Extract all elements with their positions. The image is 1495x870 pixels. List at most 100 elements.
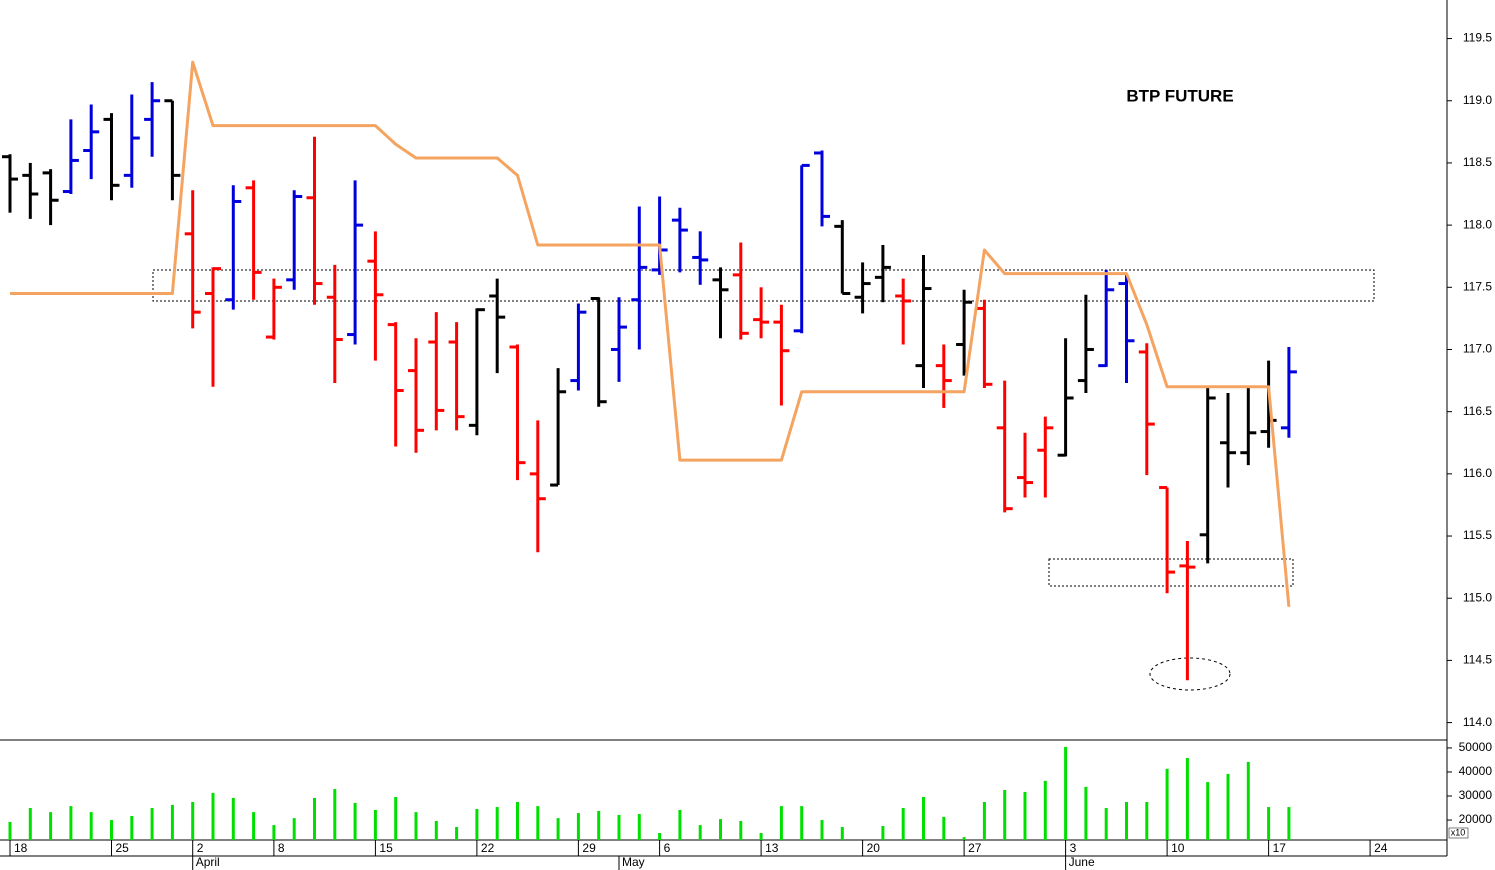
y-tick-label: 116.5 <box>1463 404 1492 418</box>
volume-bar <box>1185 758 1189 840</box>
volume-bar <box>800 806 804 840</box>
volume-bar <box>1145 802 1149 840</box>
volume-bar <box>840 827 844 840</box>
x-tick-label: 2 <box>197 841 204 855</box>
volume-bar <box>49 812 53 840</box>
volume-bar <box>901 808 905 840</box>
volume-bar <box>678 809 682 840</box>
volume-bar <box>414 812 418 840</box>
volume-bar <box>1125 802 1128 840</box>
x-tick-label: 25 <box>116 841 130 855</box>
volume-bar <box>516 802 519 840</box>
volume-bar <box>576 813 580 840</box>
chart-title: BTP FUTURE <box>1126 86 1233 105</box>
y-tick-label: 114.0 <box>1463 715 1492 729</box>
volume-bar <box>69 806 73 840</box>
volume-bar <box>373 809 377 840</box>
x-tick-label: 17 <box>1273 841 1287 855</box>
annotation-ellipse <box>1149 657 1231 691</box>
y-tick-label: 117.0 <box>1463 342 1492 356</box>
volume-bar <box>1226 773 1230 840</box>
volume-tick-label: 30000 <box>1459 788 1493 802</box>
volume-bar <box>1003 790 1007 840</box>
y-tick-label: 117.5 <box>1463 279 1492 293</box>
volume-bar <box>942 816 946 840</box>
x-tick-label: 29 <box>582 841 596 855</box>
y-tick-label: 118.5 <box>1463 155 1492 169</box>
y-tick-label: 116.0 <box>1463 466 1492 480</box>
volume-bar <box>8 821 12 840</box>
volume-bar <box>231 797 235 840</box>
volume-bar <box>1104 808 1108 840</box>
volume-bar <box>779 806 783 840</box>
volume-bar <box>1084 786 1088 840</box>
volume-bar <box>455 827 459 840</box>
volume-bar <box>1165 768 1169 840</box>
y-tick-label: 114.5 <box>1463 653 1492 667</box>
volume-bar <box>597 810 601 840</box>
volume-bar <box>211 792 215 840</box>
x-tick-label: 10 <box>1171 841 1185 855</box>
volume-bar <box>394 796 398 840</box>
volume-bar <box>89 812 93 840</box>
x-tick-label: 22 <box>481 841 495 855</box>
volume-bar <box>982 802 986 840</box>
volume-bar <box>170 804 174 840</box>
x-tick-label: 8 <box>278 841 285 855</box>
volume-bar <box>191 802 195 840</box>
volume-bar <box>252 812 256 840</box>
x-tick-label: 3 <box>1070 841 1077 855</box>
volume-bar <box>719 819 722 840</box>
y-tick-label: 119.5 <box>1463 31 1492 45</box>
volume-bar <box>820 820 824 840</box>
x-tick-label: 13 <box>765 841 779 855</box>
x-tick-label: 20 <box>867 841 881 855</box>
volume-bar <box>313 797 316 840</box>
volume-bar <box>962 837 966 840</box>
volume-unit-label: x10 <box>1451 827 1466 837</box>
volume-bar <box>1023 791 1027 840</box>
volume-bar <box>333 789 337 840</box>
y-tick-label: 115.0 <box>1463 590 1492 604</box>
overlay-line <box>10 60 1291 608</box>
volume-bar <box>1064 746 1068 840</box>
volume-bar <box>495 807 499 840</box>
y-tick-label: 119.0 <box>1463 93 1492 107</box>
volume-tick-label: 50000 <box>1459 740 1493 754</box>
unit-box <box>1448 827 1469 839</box>
volume-bar <box>1043 780 1047 840</box>
x-tick-label: 24 <box>1374 841 1388 855</box>
x-tick-label: 15 <box>379 841 393 855</box>
y-tick-label: 115.5 <box>1463 528 1492 542</box>
volume-bar <box>150 808 154 840</box>
x-tick-label: 6 <box>664 841 671 855</box>
annotation-box <box>1048 558 1294 587</box>
volume-bar <box>698 825 702 840</box>
volume-bar <box>130 815 134 840</box>
x-tick-label: 27 <box>968 841 982 855</box>
x-tick-label: 18 <box>14 841 28 855</box>
volume-bar <box>1246 761 1250 840</box>
volume-bar <box>922 796 925 840</box>
volume-bar <box>1267 807 1271 840</box>
volume-bar <box>475 808 479 840</box>
volume-bar <box>1287 807 1291 840</box>
volume-bar <box>434 821 438 840</box>
volume-bar <box>739 821 743 840</box>
month-label: May <box>622 855 645 869</box>
volume-bar <box>759 833 763 840</box>
y-tick-label: 118.0 <box>1463 217 1492 231</box>
volume-bar <box>556 818 560 840</box>
volume-bar <box>28 808 32 840</box>
volume-bar <box>637 814 641 840</box>
volume-bar <box>536 806 540 840</box>
volume-tick-label: 20000 <box>1459 812 1493 826</box>
volume-bar <box>658 833 662 840</box>
volume-bar <box>881 826 885 840</box>
month-label: June <box>1069 855 1095 869</box>
month-label: April <box>196 855 220 869</box>
volume-bar <box>353 802 357 840</box>
volume-bar <box>110 820 113 840</box>
